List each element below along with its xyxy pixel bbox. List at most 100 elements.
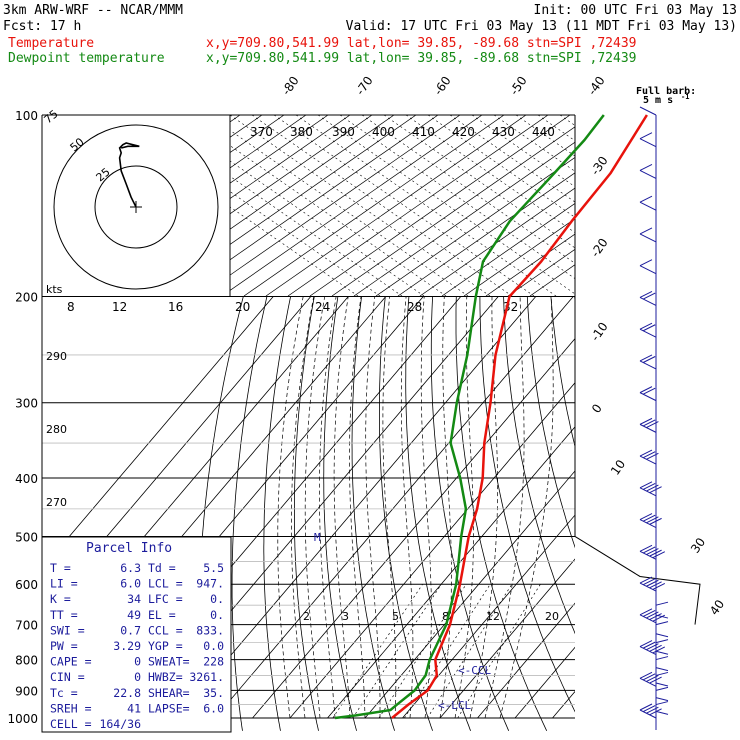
dry-adiabat [323,296,357,731]
parcel-info-cell: LCL = [148,577,183,591]
moist-adiabat [439,296,452,719]
hodograph-ring [53,124,219,290]
upper-solid [230,115,461,276]
dry-adiabat [688,115,740,731]
dry-adiabat [231,296,268,731]
wind-legend-exp: -1 [681,93,689,101]
upper-solid [230,115,263,138]
parcel-info-box: Parcel Info T = 6.3 Td = 5.5 LI = 6.0 LCL = 947… [41,536,232,733]
wind-barb [639,227,657,243]
parcel-info-cell: YGP = [148,639,183,653]
lcl-marker: <-LCL [438,699,471,712]
parcel-info-cell: HWBZ= [148,670,183,684]
wind-barb [655,686,669,691]
isotherm-label: -20 [588,236,611,260]
upper-dashed [537,115,575,142]
wind-barb [655,671,669,676]
dry-adiabat [294,296,319,731]
upper-solid [230,115,241,123]
parcel-info-cell: PW = [50,639,78,653]
wind-legend-title: Full barb: [636,86,696,97]
hodograph-ring [94,165,178,249]
wind-barb [639,544,666,560]
mixing-ratio-label: 3 [342,610,349,623]
upper-dashed [230,206,359,296]
wind-barb [655,650,669,655]
hodograph: 25 50 75 kts [42,107,219,296]
parcel-info-cell: CAPE = [50,655,92,669]
parcel-info-cell: 35. [203,686,224,700]
parcel-info-cell: 34 [127,592,141,606]
temperature-location: x,y=709.80,541.99 lat,lon= 39.85, -89.68… [206,36,636,51]
parcel-info-cell: 3.29 [113,639,141,653]
dry-adiabat [526,296,575,549]
parcel-info-cell: 41 [127,701,141,715]
isotherm-line [42,296,312,614]
upper-dashed [230,129,469,296]
isotherm-label: -60 [431,74,454,98]
wind-barb [639,703,662,719]
wind-barb [639,640,666,655]
dry-adiabat [590,115,740,731]
wind-barb [639,671,662,687]
wind-barb [639,322,657,338]
upper-solid [230,115,351,199]
upper-solid [507,248,575,296]
isotherm-label: -50 [507,74,530,98]
parcel-info-cell: 6.0 [120,577,141,591]
pressure-tick-label: 500 [15,530,38,544]
parcel-info-cell: 833. [196,623,224,637]
isotherm-label: -40 [585,74,608,98]
upper-solid [485,233,575,296]
mixing-ratio-line [378,584,467,719]
upper-solid [419,187,575,296]
upper-dashed [230,160,425,296]
parcel-info-cell: 228 [203,655,224,669]
wind-barb [655,601,669,606]
upper-dashed [559,115,575,126]
parcel-info-cell: SWI = [50,623,85,637]
parcel-info-cell: 0.0 [203,639,224,653]
isotherm-line [477,602,575,719]
parcel-info-cell: 5.5 [203,561,224,575]
wind-legend-units: 5 m s [643,95,673,106]
moist-adiabat [333,296,351,719]
dry-adiabat [707,115,740,731]
init-time: Init: 00 UTC Fri 03 May 13 [534,3,738,18]
upper-scale-label: 28 [407,300,422,314]
pressure-tick-label: 300 [15,397,38,411]
isotherm-line [514,646,575,719]
forecast-hour: Fcst: 17 h [3,19,81,34]
pressure-tick-label: 700 [15,619,38,633]
upper-scale-label: 12 [112,300,127,314]
wind-barb [639,576,666,592]
valid-time: Valid: 17 UTC Fri 03 May 13 (11 MDT Fri … [346,19,737,34]
wind-barb [639,417,659,433]
wind-barb [639,195,657,211]
dry-adiabat [649,115,740,731]
sounding-traces [334,114,648,720]
upper-dashed [230,175,403,296]
isotherm-line [439,558,575,719]
parcel-info-cell: T = [50,561,71,575]
dewpoint-location: x,y=709.80,541.99 lat,lon= 39.85, -89.68… [206,51,636,66]
upper-dashed [471,115,575,188]
hodograph-ring-label: 25 [94,165,113,184]
isotherm-label: 30 [688,535,708,556]
dry-adiabat [503,296,575,635]
dry-adiabat-label: 270 [46,496,67,509]
parcel-info-title: Parcel Info [86,541,172,556]
wind-barb [639,132,657,148]
dry-adiabat [379,296,433,731]
wind-barb [655,639,669,644]
upper-solid [243,115,505,296]
moist-adiabat [365,296,381,718]
isotherm-line [402,514,575,719]
parcel-info-cell: K = [50,592,71,606]
moist-adiabat [420,296,432,719]
temperature-label: Temperature [8,36,94,51]
mixing-ratio-label: 20 [545,610,559,623]
wind-barb [639,449,659,465]
wind-barb [639,513,662,529]
